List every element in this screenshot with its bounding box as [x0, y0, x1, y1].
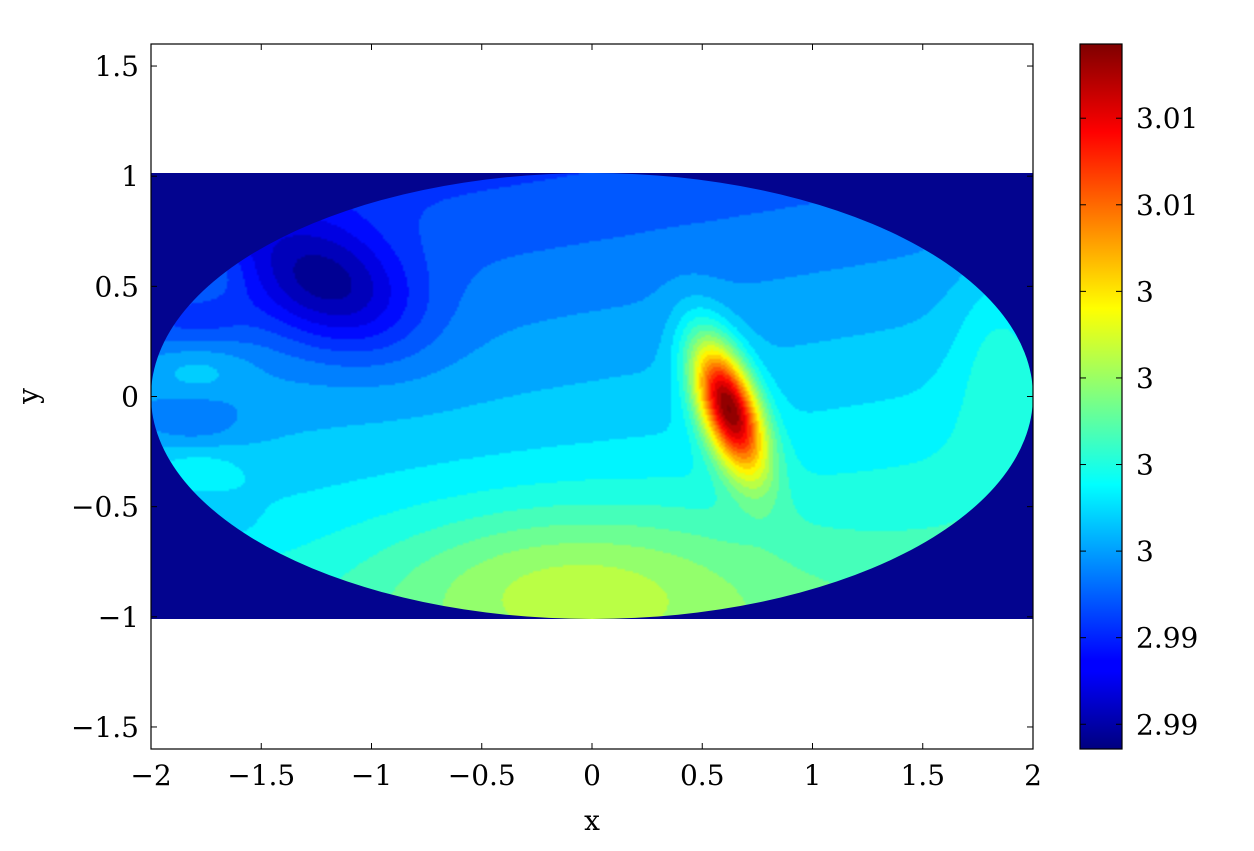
plot-area [150, 43, 1034, 750]
y-tick-label: 0 [121, 381, 139, 414]
x-tick-label: 0.5 [680, 759, 725, 792]
x-tick-label: 0 [583, 759, 601, 792]
y-axis-ticks: −1.5 −1 −0.5 0 0.5 1 1.5 [71, 50, 1033, 744]
y-tick-label: 0.5 [94, 270, 139, 303]
x-tick-label: 1 [804, 759, 822, 792]
colorbar-ticks: 2.99 2.99 3 3 3 3 3.01 3.01 [1080, 102, 1198, 741]
x-tick-label: −2 [130, 759, 171, 792]
colorbar-tick-label: 3 [1136, 275, 1154, 308]
colorbar-tick-label: 2.99 [1136, 622, 1198, 655]
colorbar-gradient [1079, 43, 1123, 750]
colorbar-tick-label: 3 [1136, 535, 1154, 568]
colorbar-tick-label: 3.01 [1136, 189, 1198, 222]
colorbar-tick-label: 2.99 [1136, 708, 1198, 741]
x-tick-label: −1.5 [227, 759, 295, 792]
colorbar-tick-label: 3 [1136, 362, 1154, 395]
y-axis-label: y [12, 388, 45, 405]
colorbar: 2.99 2.99 3 3 3 3 3.01 3.01 [1079, 43, 1198, 750]
heatmap-field-image [151, 173, 1033, 619]
colorbar-tick-label: 3 [1136, 449, 1154, 482]
y-tick-label: 1 [121, 160, 139, 193]
y-tick-label: −1.5 [71, 711, 139, 744]
ellipse-field [151, 173, 1033, 619]
x-tick-label: −1 [351, 759, 392, 792]
x-tick-label: 2 [1024, 759, 1042, 792]
y-tick-label: −0.5 [71, 491, 139, 524]
y-tick-label: −1 [98, 601, 139, 634]
x-axis-ticks: −2 −1.5 −1 −0.5 0 0.5 1 1.5 2 [130, 44, 1042, 792]
y-tick-label: 1.5 [94, 50, 139, 83]
x-axis-label: x [584, 804, 600, 837]
colorbar-tick-label: 3.01 [1136, 102, 1198, 135]
x-tick-label: 1.5 [900, 759, 945, 792]
x-tick-label: −0.5 [448, 759, 516, 792]
